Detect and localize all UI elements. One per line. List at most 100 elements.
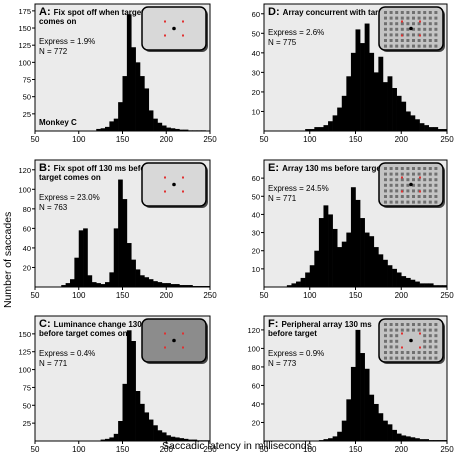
array-element xyxy=(395,183,399,187)
y-tick-label: 125 xyxy=(18,41,31,50)
array-element xyxy=(434,183,438,187)
histogram-bar xyxy=(337,247,343,287)
array-element xyxy=(384,39,387,42)
histogram-bar xyxy=(328,438,333,441)
array-element xyxy=(389,33,393,37)
histogram-bar xyxy=(419,439,425,441)
y-tick-label: 50 xyxy=(23,93,31,102)
histogram-bar xyxy=(70,279,75,287)
histogram-bar xyxy=(175,284,180,287)
y-tick-label: 25 xyxy=(23,110,31,119)
panel-title: A: Fix spot off when target xyxy=(39,6,144,18)
histogram-bar xyxy=(405,436,411,441)
array-element xyxy=(395,27,399,31)
panel-title: target comes on xyxy=(39,173,101,182)
array-element xyxy=(395,172,399,176)
target-marker xyxy=(401,346,403,349)
x-tick-label: 250 xyxy=(440,445,454,454)
array-element xyxy=(384,172,387,176)
array-element xyxy=(428,22,432,26)
array-element xyxy=(428,339,432,343)
array-element xyxy=(400,178,404,182)
target-marker xyxy=(164,190,166,193)
histogram-bar xyxy=(378,413,384,441)
array-element xyxy=(417,11,421,14)
array-element xyxy=(389,351,393,354)
histogram-bar xyxy=(373,247,379,287)
array-element xyxy=(406,39,410,42)
array-element xyxy=(417,44,421,48)
y-tick-label: 20 xyxy=(252,418,260,427)
histogram-bar xyxy=(100,284,106,287)
array-element xyxy=(384,183,387,187)
array-element xyxy=(434,178,438,182)
histogram-bar xyxy=(433,440,439,441)
x-tick-label: 50 xyxy=(31,445,40,454)
array-element xyxy=(395,33,399,37)
y-tick-label: 40 xyxy=(252,400,260,409)
histogram-bar xyxy=(122,76,128,131)
histogram-bar xyxy=(179,438,185,441)
histogram-bar xyxy=(392,268,397,287)
histogram-bar xyxy=(144,88,150,131)
target-marker xyxy=(419,176,421,179)
histogram-bar xyxy=(153,425,158,441)
x-tick-label: 250 xyxy=(203,135,217,144)
y-tick-label: 75 xyxy=(23,76,31,85)
array-element xyxy=(423,323,427,326)
x-tick-label: 150 xyxy=(116,135,130,144)
array-element xyxy=(423,27,427,31)
histogram-bar xyxy=(183,285,189,287)
y-tick-label: 60 xyxy=(23,224,31,233)
y-tick-label: 60 xyxy=(252,381,260,390)
array-element xyxy=(384,22,387,26)
histogram-bar xyxy=(179,129,185,131)
array-element xyxy=(395,334,399,338)
target-marker xyxy=(401,332,403,335)
panel-c: 50 100 150 200 250 25 50 75 100 125 150 C: Luminanc… xyxy=(18,315,217,454)
x-tick-label: 200 xyxy=(160,445,174,454)
y-axis-label: Number of saccades xyxy=(2,211,14,309)
histogram-bar xyxy=(373,403,379,441)
array-element xyxy=(406,189,410,193)
panel-title: B: Fix spot off 130 ms before xyxy=(39,162,153,174)
histogram-bar xyxy=(332,436,338,441)
array-element xyxy=(384,339,387,343)
x-tick-label: 250 xyxy=(440,291,454,300)
histogram-bar xyxy=(414,119,420,131)
y-tick-label: 10 xyxy=(252,265,260,274)
array-element xyxy=(389,39,393,42)
y-tick-label: 10 xyxy=(252,107,260,116)
histogram-bar xyxy=(179,285,185,287)
x-tick-label: 150 xyxy=(116,445,130,454)
target-marker xyxy=(401,20,403,23)
y-tick-label: 100 xyxy=(18,58,31,67)
x-tick-label: 100 xyxy=(303,135,317,144)
histogram-bar xyxy=(122,199,128,287)
array-element xyxy=(434,44,438,48)
histogram-bar xyxy=(192,286,198,287)
array-element xyxy=(434,334,438,338)
y-tick-label: 100 xyxy=(18,366,31,375)
y-tick-label: 75 xyxy=(23,383,31,392)
histogram-bar xyxy=(157,122,163,131)
panel-d: 50 100 150 200 250 10 20 30 40 50 60 D: Array concu… xyxy=(252,3,454,144)
array-element xyxy=(406,27,410,31)
histogram-bar xyxy=(166,127,171,131)
histogram-bar xyxy=(414,438,420,441)
array-element xyxy=(428,44,432,48)
array-element xyxy=(412,27,415,31)
array-element xyxy=(412,328,415,332)
array-element xyxy=(412,323,415,326)
array-element xyxy=(428,200,432,204)
array-element xyxy=(428,39,432,42)
array-element xyxy=(406,328,410,332)
array-element xyxy=(389,189,393,193)
array-element xyxy=(389,172,393,176)
array-element xyxy=(428,11,432,14)
histogram-bar xyxy=(396,433,402,441)
histogram-bar xyxy=(437,129,443,131)
histogram-bar xyxy=(323,205,329,287)
array-element xyxy=(395,345,399,349)
histogram-bar xyxy=(140,76,145,131)
